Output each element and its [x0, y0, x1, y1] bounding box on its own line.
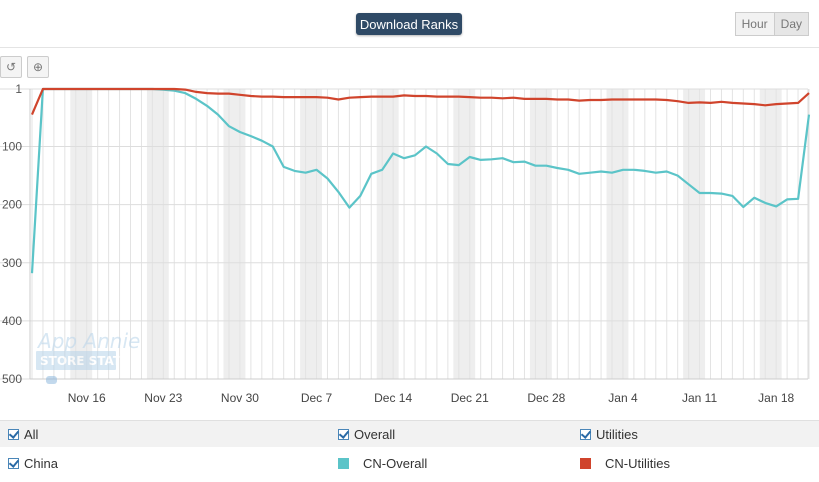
x-tick-label: Nov 16 — [68, 391, 106, 405]
watermark-badge — [36, 351, 116, 370]
x-tick-label: Dec 7 — [301, 391, 333, 405]
chat-bubble-icon — [46, 376, 57, 384]
filter-overall-label: Overall — [354, 426, 396, 442]
weekend-band — [376, 89, 399, 379]
legend-filter-row: All Overall Utilities — [0, 420, 819, 447]
hour-toggle-button[interactable]: Hour — [734, 12, 775, 36]
checkbox-checked-icon[interactable] — [580, 428, 591, 440]
series-lines — [30, 87, 811, 274]
filter-china[interactable]: China — [8, 455, 58, 471]
watermark-line1: App Annie — [36, 329, 140, 353]
y-tick-label: 1 — [15, 82, 22, 96]
x-tick-label: Nov 23 — [144, 391, 182, 405]
rank-chart: 1 100 200 300 400 500 Nov 16 Nov 23 Nov 30 Dec 7… — [0, 82, 811, 405]
chart-title-button: Download Ranks — [356, 13, 462, 35]
checkbox-checked-icon[interactable] — [8, 457, 19, 469]
y-tick-label: 100 — [2, 140, 22, 154]
weekend-band — [529, 89, 552, 379]
legend-series-row: China CN-Overall CN-Utilities — [0, 450, 819, 476]
filter-china-label: China — [24, 455, 58, 471]
cn-overall-swatch — [338, 457, 349, 469]
weekend-band — [759, 89, 782, 379]
y-tick-label: 500 — [2, 372, 22, 386]
y-axis-ticks: 1 100 200 300 400 500 — [2, 82, 22, 386]
x-tick-label: Jan 11 — [682, 391, 717, 405]
header-divider — [0, 47, 819, 48]
weekend-band — [300, 89, 323, 379]
vertical-gridlines — [31, 89, 810, 379]
y-tick-label: 300 — [2, 256, 22, 270]
reset-zoom-button[interactable]: ↺ — [0, 56, 22, 78]
weekend-band — [453, 89, 476, 379]
weekend-band — [606, 89, 629, 379]
filter-utilities-label: Utilities — [596, 426, 638, 442]
filter-utilities[interactable]: Utilities — [580, 426, 638, 442]
legend-cn-utilities[interactable]: CN-Utilities — [580, 455, 670, 471]
day-toggle-button[interactable]: Day — [774, 12, 809, 36]
x-tick-label: Dec 14 — [374, 391, 412, 405]
y-tick-label: 200 — [2, 198, 22, 212]
x-tick-label: Dec 28 — [527, 391, 565, 405]
x-axis-ticks: Nov 16 Nov 23 Nov 30 Dec 7 Dec 14 Dec 21 Dec 2… — [68, 391, 795, 405]
legend-cn-overall[interactable]: CN-Overall — [338, 455, 427, 471]
checkbox-checked-icon[interactable] — [338, 428, 349, 440]
zoom-button[interactable]: ⊕ — [27, 56, 49, 78]
zoom-in-icon: ⊕ — [32, 60, 44, 74]
cn-utilities-line — [30, 87, 810, 116]
x-tick-label: Nov 30 — [221, 391, 259, 405]
cn-overall-label: CN-Overall — [363, 455, 428, 471]
checkbox-checked-icon[interactable] — [8, 428, 19, 440]
x-tick-label: Jan 4 — [608, 391, 638, 405]
app-annie-watermark: App Annie STORE STATS — [36, 329, 140, 384]
filter-all[interactable]: All — [8, 426, 38, 442]
y-tick-label: 400 — [2, 314, 22, 328]
undo-icon: ↺ — [5, 60, 17, 74]
cn-utilities-label: CN-Utilities — [605, 455, 670, 471]
weekend-band — [683, 89, 706, 379]
weekend-band — [146, 89, 169, 379]
x-tick-label: Jan 18 — [758, 391, 794, 405]
filter-overall[interactable]: Overall — [338, 426, 395, 442]
watermark-line2: STORE STATS — [40, 354, 130, 368]
granularity-toggle: Hour Day — [734, 12, 809, 36]
x-tick-label: Dec 21 — [451, 391, 489, 405]
filter-all-label: All — [24, 426, 39, 442]
cn-utilities-swatch — [580, 457, 591, 469]
